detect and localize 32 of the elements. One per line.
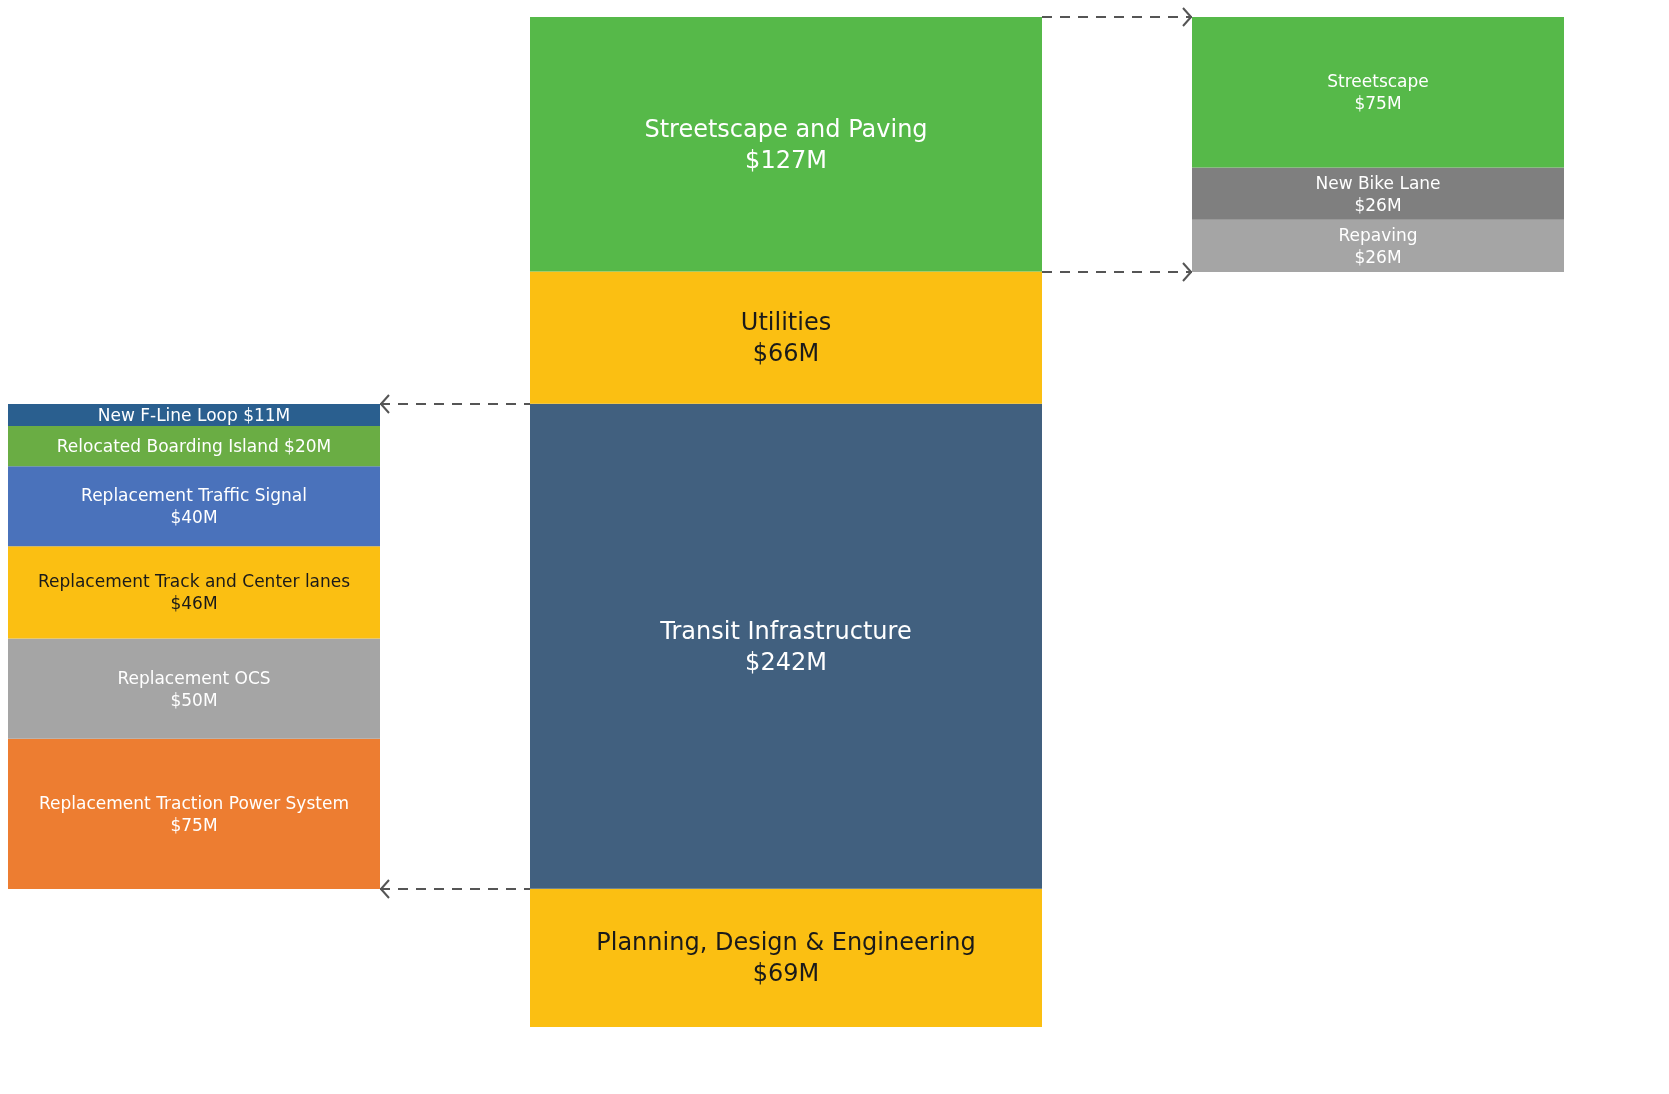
series-label: Repaving <box>1338 224 1418 245</box>
data-label: $46M <box>170 593 218 614</box>
data-label: $75M <box>1354 93 1402 114</box>
series-label: Replacement OCS <box>117 667 271 688</box>
data-label: $66M <box>752 339 820 368</box>
series-label: Replacement Traction Power System <box>39 792 349 813</box>
bar <box>8 546 380 639</box>
series-label: Replacement Traffic Signal <box>81 484 307 505</box>
series-label: New Bike Lane <box>1315 172 1441 193</box>
data-label: $40M <box>170 507 218 528</box>
bar <box>530 403 1042 889</box>
data-label: $75M <box>170 814 218 835</box>
bar <box>8 738 380 889</box>
series-label: Streetscape <box>1327 71 1429 92</box>
bar <box>8 465 380 547</box>
series-label: Replacement Track and Center lanes <box>37 571 351 592</box>
series-label: Planning, Design & Engineering <box>596 928 976 957</box>
data-label: $26M <box>1354 194 1402 215</box>
text: Relocated Boarding Island $20M <box>56 435 332 456</box>
text: New F-Line Loop $11M <box>97 404 291 425</box>
data-label: $69M <box>752 959 820 988</box>
bar <box>530 17 1042 272</box>
data-label: $127M <box>745 145 827 174</box>
bar <box>530 271 1042 404</box>
bar <box>8 638 380 739</box>
series-label: Transit Infrastructure <box>659 616 912 645</box>
data-label: $242M <box>745 647 827 676</box>
data-label: $50M <box>170 689 218 710</box>
data-label: $26M <box>1354 246 1402 267</box>
bar <box>530 888 1042 1027</box>
series-label: Utilities <box>740 308 832 337</box>
series-label: Streetscape and Paving <box>644 114 928 143</box>
